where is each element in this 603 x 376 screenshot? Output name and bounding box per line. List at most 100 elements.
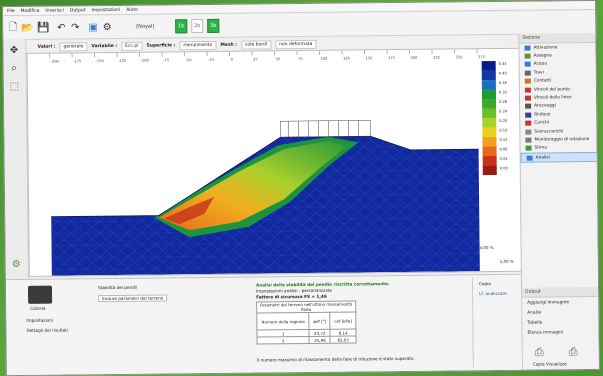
list-images-item[interactable]: Elenca immagini xyxy=(527,329,564,336)
stage-3[interactable]: 3b xyxy=(207,18,220,34)
legend-swatch xyxy=(482,108,497,119)
section-item-label: Acqua xyxy=(533,61,548,68)
ruler-tick-label: -75 xyxy=(163,58,169,62)
superficie-select[interactable]: riempimento xyxy=(179,40,217,50)
right-panel: Sezione Attivazione Assegna Acqua Travi Cont… xyxy=(518,32,600,370)
ruler-tick-label: 250 xyxy=(456,55,464,59)
section-item-label: Stima xyxy=(534,145,548,151)
ruler-tick-label: -25 xyxy=(208,58,214,62)
section-item-icon xyxy=(525,129,532,135)
print-icon[interactable]: ⎙ xyxy=(534,345,544,359)
section-item-icon xyxy=(524,87,531,93)
toolbar: 🗋 📂 💾 ↶ ↷ ▣ ⚙ [Noyal] 1b 2b 3b xyxy=(3,10,596,41)
menu-inserisci[interactable]: Inserisci xyxy=(45,8,64,14)
section-item-label: Analisi xyxy=(535,155,550,161)
model-svg: -200 -175 -150 -125 -100 -75 -50 -25 0 25 50 75 100 1… xyxy=(49,49,509,276)
section-item-analisi[interactable]: Analisi xyxy=(520,152,598,164)
mesh-select[interactable]: sole bordi xyxy=(241,39,272,50)
analysis-title: Analisi della stabilità del pendio riscr… xyxy=(255,281,390,288)
legend-label: 0.08 xyxy=(500,147,509,151)
copy-view-button[interactable]: Copia Visualizza xyxy=(532,361,567,367)
export-image-icon[interactable]: ▣ xyxy=(88,21,99,33)
menu-modifica[interactable]: Modifica xyxy=(20,8,40,14)
ruler-tick-label: -200 xyxy=(51,60,60,64)
table-header-region: Numero della regione xyxy=(256,312,310,331)
ruler-tick-label: 225 xyxy=(433,56,440,60)
section-item-icon xyxy=(524,53,531,59)
variabile-select[interactable]: Ecc.pl xyxy=(121,41,143,51)
section-item-label: Carichi xyxy=(534,120,550,126)
mesh-label: Mesh : xyxy=(220,42,238,48)
section-item-label: Vincoli del punto xyxy=(533,86,570,93)
tables-item[interactable]: Tabelle xyxy=(527,320,543,326)
ruler-tick-label: -150 xyxy=(96,59,105,63)
legend-label: 0.04 xyxy=(500,157,509,161)
menu-aiuto[interactable]: Aiuto xyxy=(126,7,138,13)
legend-swatch xyxy=(482,155,497,166)
ruler-tick-label: 100 xyxy=(321,57,329,61)
print-all-icon[interactable]: ⎙ xyxy=(568,345,578,359)
open-folder-icon[interactable]: 📂 xyxy=(20,22,34,34)
table-header-phi: φef [°] xyxy=(309,312,331,330)
copy-analyze-link[interactable]: Lf: analizzare xyxy=(479,290,507,297)
ruler-tick-label: 275 xyxy=(478,55,485,59)
section-item-label: Ancoraggi xyxy=(534,103,556,110)
undo-icon[interactable]: ↶ xyxy=(56,21,66,34)
stage-2[interactable]: 2b xyxy=(191,19,204,34)
legend-label: 0.32 xyxy=(499,90,507,94)
zoom-window-icon[interactable]: ⬚ xyxy=(9,80,20,92)
settings-icon[interactable]: ⚙ xyxy=(102,21,112,33)
section-item-label: Attivazione xyxy=(533,45,558,51)
legend-swatch xyxy=(482,146,497,157)
section-item-icon xyxy=(525,112,532,118)
copy-panel: Copia Lf: analizzare xyxy=(471,276,522,368)
section-item-icon xyxy=(524,95,532,101)
ruler-tick-label: 125 xyxy=(343,57,350,61)
legend-label: 0.44 xyxy=(499,62,508,66)
soil-params-button[interactable]: Endure parametri del terreno xyxy=(98,294,168,303)
add-image-item[interactable]: Aggiungi immagine xyxy=(527,299,569,306)
view-settings-icon[interactable]: ⚙ xyxy=(11,258,21,270)
section-item-label: Travi xyxy=(533,70,544,76)
legend-swatch xyxy=(482,165,497,176)
slip-peak-zone xyxy=(164,196,215,225)
menu-impostazioni[interactable]: Impostazioni xyxy=(91,7,121,13)
table-cell: 25,96 xyxy=(309,336,331,344)
legend-swatch xyxy=(481,70,496,81)
save-icon[interactable]: 💾 xyxy=(36,22,50,34)
redo-icon[interactable]: ↷ xyxy=(70,21,80,33)
result-details-button[interactable]: Dettagli dei risultati xyxy=(26,327,69,333)
legend-swatch xyxy=(481,89,497,100)
ruler-tick-label: -125 xyxy=(118,59,126,63)
top-ruler: -200 -175 -150 -125 -100 -75 -50 -25 0 25 50 75 100 1… xyxy=(49,49,485,64)
analysis-output-item[interactable]: Analisi xyxy=(527,310,542,316)
canvas-scale: 4,00 % xyxy=(479,245,494,251)
ruler-tick-label: -50 xyxy=(186,58,193,62)
section-item-icon xyxy=(524,78,531,84)
ruler-tick-label: 75 xyxy=(298,57,303,61)
table-row: 2 25,96 82,07 xyxy=(257,335,357,344)
new-file-icon[interactable]: 🗋 xyxy=(9,21,18,33)
legend-swatch xyxy=(482,117,497,128)
section-item-icon xyxy=(525,145,532,152)
output-header: Output xyxy=(522,286,600,298)
surcharge-load xyxy=(279,120,371,138)
calculate-button[interactable]: Calcola xyxy=(30,305,46,311)
model-canvas[interactable]: -200 -175 -150 -125 -100 -75 -50 -25 0 25 50 75 100 1… xyxy=(26,47,523,277)
section-item-label: Contatti xyxy=(533,78,552,84)
valori-select[interactable]: generale xyxy=(59,41,88,52)
table-header-c: cef [kPa] xyxy=(330,311,356,330)
menu-file[interactable]: File xyxy=(7,8,15,14)
table-cell: 82,07 xyxy=(330,335,357,344)
stage-1[interactable]: 1b xyxy=(175,19,188,34)
section-item-label: Assegna xyxy=(533,53,552,59)
pan-icon[interactable]: ✥ xyxy=(9,44,19,56)
deformation-select[interactable]: non deformata xyxy=(275,39,317,49)
settings-button[interactable]: Impostazioni xyxy=(26,317,54,323)
slope-stability-title: Stabilità dei pendii xyxy=(97,284,138,291)
ruler-tick-label: 200 xyxy=(411,56,419,60)
bottom-panel: Calcola Impostazioni Dettagli dei risult… xyxy=(5,273,522,376)
calculate-icon[interactable] xyxy=(27,285,53,304)
zoom-icon[interactable]: ⌕ xyxy=(11,62,18,74)
menu-output[interactable]: Output xyxy=(69,7,86,13)
